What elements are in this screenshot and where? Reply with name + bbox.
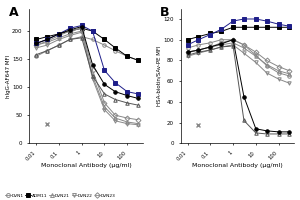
X-axis label: Monoclonal Antibody (μg/ml): Monoclonal Antibody (μg/ml) xyxy=(192,163,283,168)
X-axis label: Monoclonal Antibody (μg/ml): Monoclonal Antibody (μg/ml) xyxy=(41,163,132,168)
Y-axis label: hIgG-AF647 MFI: hIgG-AF647 MFI xyxy=(6,54,10,98)
Text: A: A xyxy=(9,6,19,19)
Text: B: B xyxy=(160,6,170,19)
Legend: DVN1, ADM11, DVN21, DVN22, DVN23: DVN1, ADM11, DVN21, DVN22, DVN23 xyxy=(5,194,116,198)
Y-axis label: HSA-biotin/SAv-PE MFI: HSA-biotin/SAv-PE MFI xyxy=(157,46,162,106)
